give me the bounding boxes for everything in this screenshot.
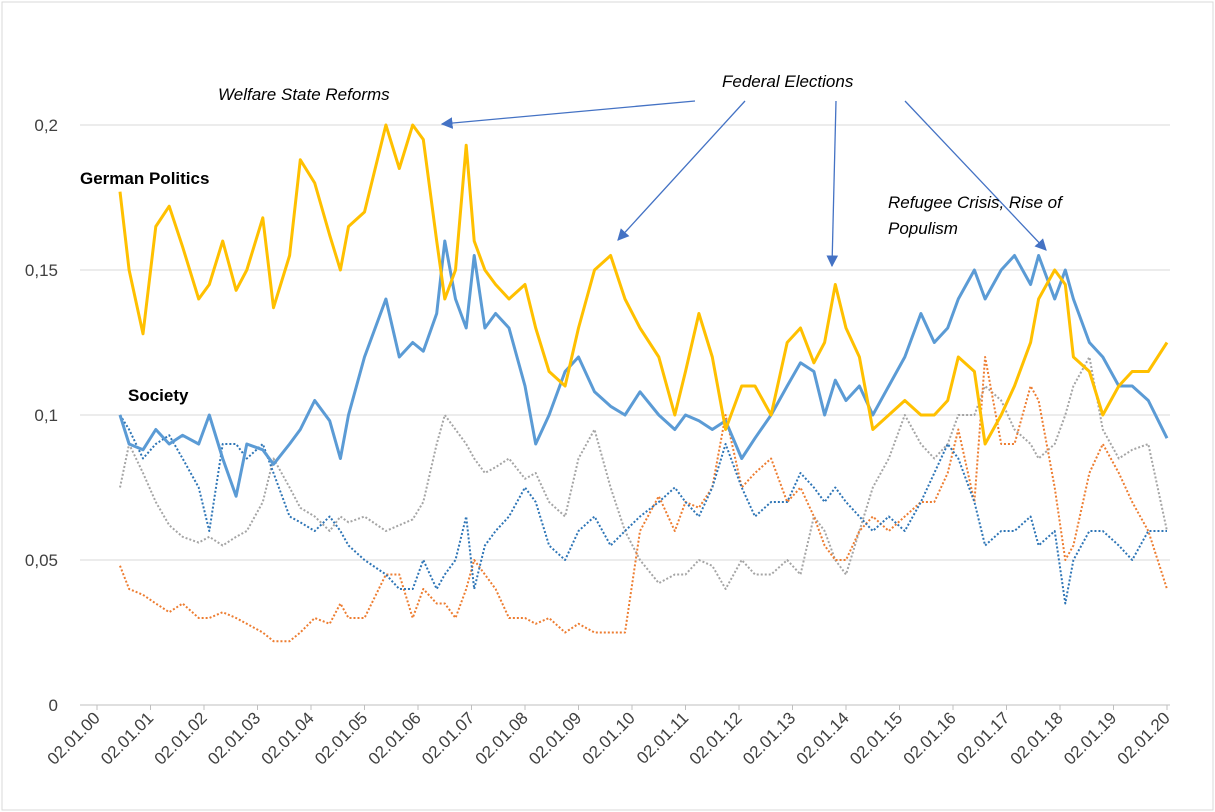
arrow <box>440 100 696 129</box>
series-line <box>118 123 1169 446</box>
arrow <box>617 100 746 241</box>
y-tick-label: 0,2 <box>34 116 58 135</box>
annotation: Refugee Crisis, Rise of Populism <box>888 193 1062 238</box>
x-tick-label: 02.01.19 <box>1060 708 1120 768</box>
x-tick-label: 02.01.01 <box>97 708 157 768</box>
y-tick-label: 0,1 <box>34 406 58 425</box>
y-tick-label: 0,15 <box>25 261 58 280</box>
x-tick-label: 02.01.08 <box>472 708 532 768</box>
annotation: Welfare State Reforms <box>218 85 390 104</box>
x-tick-label: 02.01.15 <box>846 708 906 768</box>
arrow <box>904 100 1047 251</box>
series-line <box>118 239 1169 498</box>
x-tick-label: 02.01.14 <box>793 708 853 768</box>
arrow <box>826 100 839 268</box>
x-tick-label: 02.01.13 <box>739 708 799 768</box>
y-tick-label: 0 <box>49 696 58 715</box>
x-tick-label: 02.01.09 <box>525 708 585 768</box>
x-tick-label: 02.01.20 <box>1114 708 1174 768</box>
series-label: Society <box>128 386 189 405</box>
x-tick-label: 02.01.00 <box>44 708 104 768</box>
x-tick-label: 02.01.07 <box>418 708 478 768</box>
x-tick-label: 02.01.18 <box>1007 708 1067 768</box>
arrows <box>440 100 1047 268</box>
x-tick-label: 02.01.06 <box>365 708 425 768</box>
x-tick-label: 02.01.10 <box>579 708 639 768</box>
x-tick-label: 02.01.04 <box>258 708 318 768</box>
y-tick-label: 0,05 <box>25 551 58 570</box>
x-tick-label: 02.01.12 <box>686 708 746 768</box>
x-tick-label: 02.01.17 <box>953 708 1013 768</box>
annotation: Federal Elections <box>722 72 854 91</box>
series-label: German Politics <box>80 169 209 188</box>
x-tick-label: 02.01.03 <box>204 708 264 768</box>
x-tick-label: 02.01.11 <box>633 708 692 767</box>
lines <box>118 123 1169 643</box>
x-tick-label: 02.01.05 <box>311 708 371 768</box>
series-line <box>119 356 1168 643</box>
x-tick-label: 02.01.02 <box>151 708 211 768</box>
series-line <box>119 356 1168 590</box>
x-tick-label: 02.01.16 <box>900 708 960 768</box>
